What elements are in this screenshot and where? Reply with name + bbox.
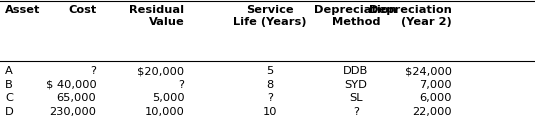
Text: Residual
Value: Residual Value [129,5,185,27]
Text: ?: ? [353,107,359,117]
Text: A: A [5,66,13,76]
Text: ?: ? [179,80,185,90]
Text: Cost: Cost [68,5,96,15]
Text: ?: ? [267,93,273,103]
Text: 22,000: 22,000 [412,107,452,117]
Text: DDB: DDB [343,66,369,76]
Text: $24,000: $24,000 [405,66,452,76]
Text: D: D [5,107,14,117]
Text: 10,000: 10,000 [144,107,185,117]
Text: B: B [5,80,13,90]
Text: 8: 8 [266,80,274,90]
Text: $20,000: $20,000 [137,66,185,76]
Text: 10: 10 [263,107,278,117]
Text: 230,000: 230,000 [49,107,96,117]
Text: Asset: Asset [5,5,41,15]
Text: Depreciation
Method: Depreciation Method [315,5,397,27]
Text: 5: 5 [266,66,274,76]
Text: $ 40,000: $ 40,000 [45,80,96,90]
Text: 5,000: 5,000 [152,93,185,103]
Text: ?: ? [90,66,96,76]
Text: Service
Life (Years): Service Life (Years) [233,5,307,27]
Text: 7,000: 7,000 [419,80,452,90]
Text: 6,000: 6,000 [419,93,452,103]
Text: SL: SL [349,93,363,103]
Text: Depreciation
(Year 2): Depreciation (Year 2) [369,5,452,27]
Text: SYD: SYD [345,80,367,90]
Text: C: C [5,93,13,103]
Text: 65,000: 65,000 [57,93,96,103]
